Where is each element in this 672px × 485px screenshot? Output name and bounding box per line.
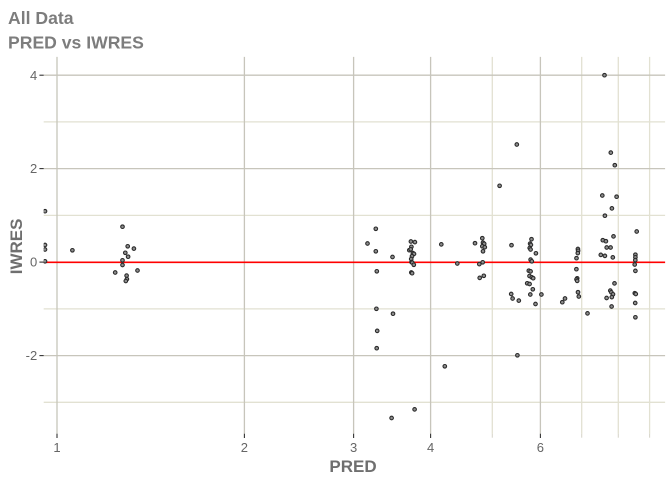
svg-text:4: 4 <box>30 68 37 83</box>
svg-text:PRED vs IWRES: PRED vs IWRES <box>8 33 144 53</box>
svg-text:PRED: PRED <box>329 457 376 476</box>
svg-text:4: 4 <box>427 440 434 455</box>
svg-text:6: 6 <box>537 440 544 455</box>
svg-text:0: 0 <box>30 255 37 270</box>
svg-text:All Data: All Data <box>8 8 74 28</box>
svg-text:1: 1 <box>53 440 60 455</box>
svg-text:IWRES: IWRES <box>7 219 26 275</box>
svg-text:3: 3 <box>350 440 357 455</box>
svg-text:2: 2 <box>241 440 248 455</box>
svg-text:-2: -2 <box>26 348 38 363</box>
svg-text:2: 2 <box>30 161 37 176</box>
